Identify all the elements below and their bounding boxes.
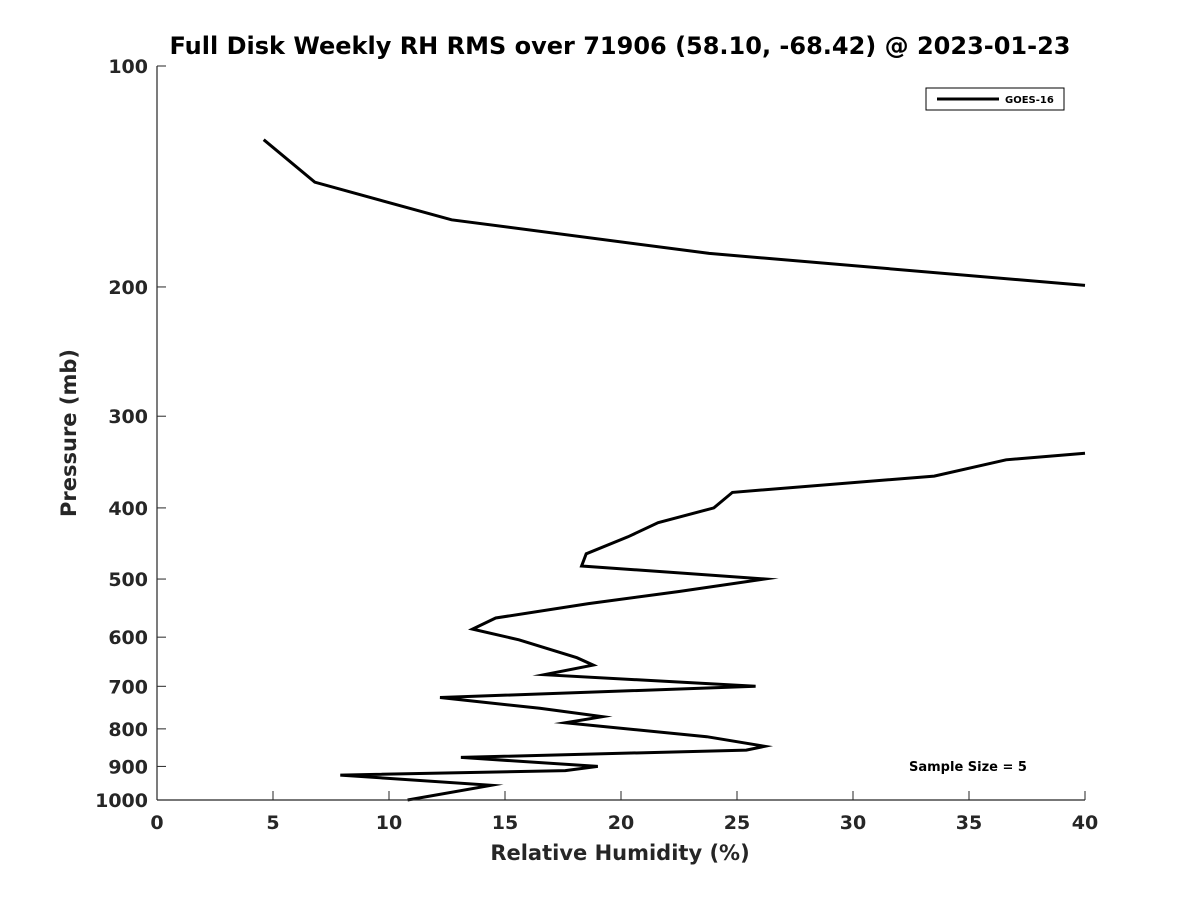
- x-tick-label: 0: [150, 812, 163, 834]
- y-tick-label: 400: [108, 498, 148, 520]
- y-tick-label: 700: [108, 676, 148, 698]
- legend: GOES-16: [925, 87, 1065, 111]
- y-tick-label: 1000: [95, 790, 148, 812]
- chart-title: Full Disk Weekly RH RMS over 71906 (58.1…: [169, 32, 1070, 60]
- x-axis-label: Relative Humidity (%): [490, 841, 749, 865]
- series-line-goes-16-segment-2: [340, 451, 1086, 802]
- x-tick-label: 35: [956, 812, 982, 834]
- plot-area: [262, 138, 1086, 802]
- y-tick-label: 800: [108, 719, 148, 741]
- sample-size-annotation: Sample Size = 5: [909, 760, 1027, 775]
- y-axis-label: Pressure (mb): [57, 349, 81, 517]
- y-tick-label: 500: [108, 569, 148, 591]
- x-tick-label: 25: [724, 812, 750, 834]
- y-tick-label: 600: [108, 627, 148, 649]
- legend-label: GOES-16: [1005, 95, 1054, 106]
- y-tick-label: 300: [108, 406, 148, 428]
- series-line-goes-16-segment-1: [262, 138, 1086, 287]
- x-tick-label: 10: [376, 812, 402, 834]
- x-tick-label: 20: [608, 812, 634, 834]
- x-tick-label: 15: [492, 812, 518, 834]
- x-tick-label: 5: [266, 812, 279, 834]
- y-tick-label: 200: [108, 277, 148, 299]
- x-tick-label: 30: [840, 812, 866, 834]
- axes: 0 5 10 15 20 25 30 35 40 100 200 300 400 500 600 700 800…: [95, 56, 1098, 834]
- x-tick-label: 40: [1072, 812, 1098, 834]
- y-tick-label: 100: [108, 56, 148, 78]
- y-tick-label: 900: [108, 756, 148, 778]
